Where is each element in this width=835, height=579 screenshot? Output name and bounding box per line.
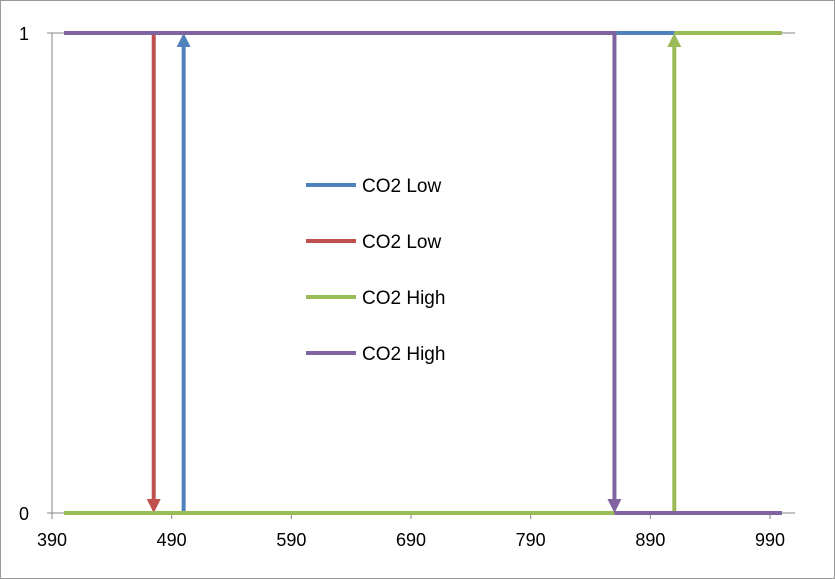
series-3 [63,31,782,515]
series-arrowhead-1 [176,33,191,47]
series-arrowhead-3 [667,33,682,47]
series-arrowhead-4 [607,499,622,513]
x-tick-label: 390 [37,530,67,550]
legend-label: CO2 Low [362,176,441,197]
series-line-1 [63,47,186,515]
series-4 [63,31,782,515]
series-layer [63,31,782,515]
y-tick-label: 1 [19,24,29,44]
series-arrowhead-2 [146,499,161,513]
legend-label: CO2 High [362,344,445,365]
legend-label: CO2 High [362,288,445,309]
x-tick-label: 490 [157,530,187,550]
x-tick-label: 890 [635,530,665,550]
y-tick-label: 0 [19,504,29,524]
axes: 390 490 590 690 790 890 990 0 1 [19,24,795,550]
x-tick-label: 790 [516,530,546,550]
x-tick-label: 590 [276,530,306,550]
x-tick-label: 990 [755,530,785,550]
x-tick-label: 690 [396,530,426,550]
series-line-2 [63,31,156,499]
legend: CO2 Low CO2 Low CO2 High CO2 High [306,176,445,365]
legend-label: CO2 Low [362,232,441,253]
series-line-4 [63,31,617,499]
